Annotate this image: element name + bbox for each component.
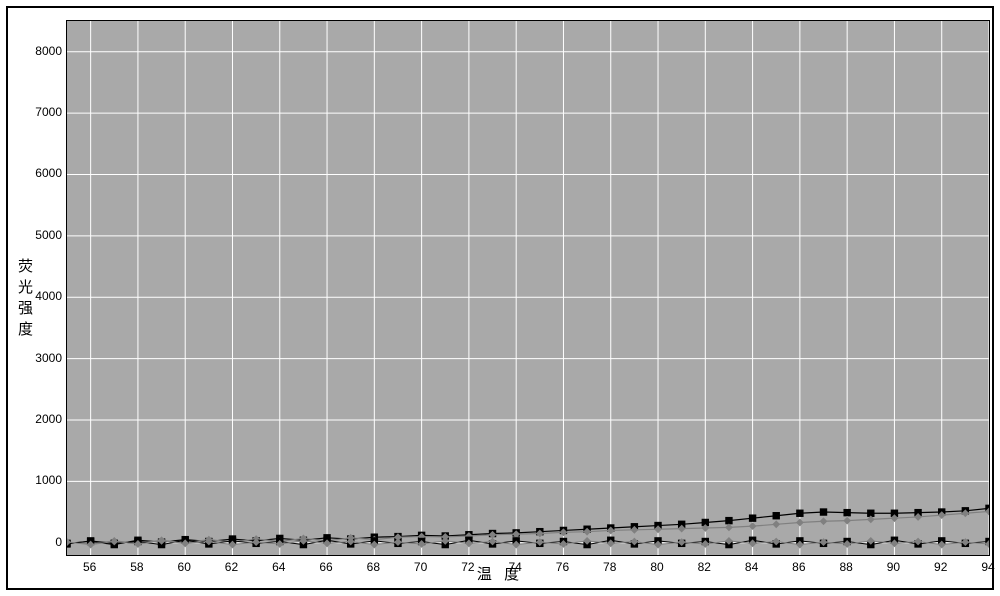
xtick-label: 60 [178, 560, 191, 574]
ytick-label: 3000 [35, 351, 62, 365]
series-sample-a [67, 116, 989, 544]
series-sample-b [67, 33, 989, 544]
ytick-label: 4000 [35, 289, 62, 303]
xtick-label: 58 [130, 560, 143, 574]
ytick-label: 1000 [35, 473, 62, 487]
ytick-label: 6000 [35, 166, 62, 180]
xtick-label: 70 [414, 560, 427, 574]
plot-area [66, 20, 990, 556]
ytick-label: 5000 [35, 228, 62, 242]
y-axis-label: 荧光强度 [18, 256, 33, 340]
xtick-label: 94 [981, 560, 994, 574]
ytick-label: 0 [55, 535, 62, 549]
xtick-label: 86 [792, 560, 805, 574]
ytick-label: 2000 [35, 412, 62, 426]
plot-wrap [66, 20, 990, 556]
xtick-label: 64 [272, 560, 285, 574]
xtick-label: 90 [887, 560, 900, 574]
chart-frame: 荧光强度 温 度 0100020003000400050006000700080… [6, 6, 994, 590]
xtick-label: 68 [367, 560, 380, 574]
xtick-label: 56 [83, 560, 96, 574]
xtick-label: 84 [745, 560, 758, 574]
ytick-label: 8000 [35, 44, 62, 58]
xtick-label: 80 [650, 560, 663, 574]
xtick-label: 74 [508, 560, 521, 574]
ytick-label: 7000 [35, 105, 62, 119]
chart-svg [67, 21, 989, 555]
xtick-label: 82 [698, 560, 711, 574]
xtick-label: 76 [556, 560, 569, 574]
xtick-label: 78 [603, 560, 616, 574]
xtick-label: 88 [839, 560, 852, 574]
xtick-label: 72 [461, 560, 474, 574]
xtick-label: 92 [934, 560, 947, 574]
xtick-label: 62 [225, 560, 238, 574]
xtick-label: 66 [319, 560, 332, 574]
